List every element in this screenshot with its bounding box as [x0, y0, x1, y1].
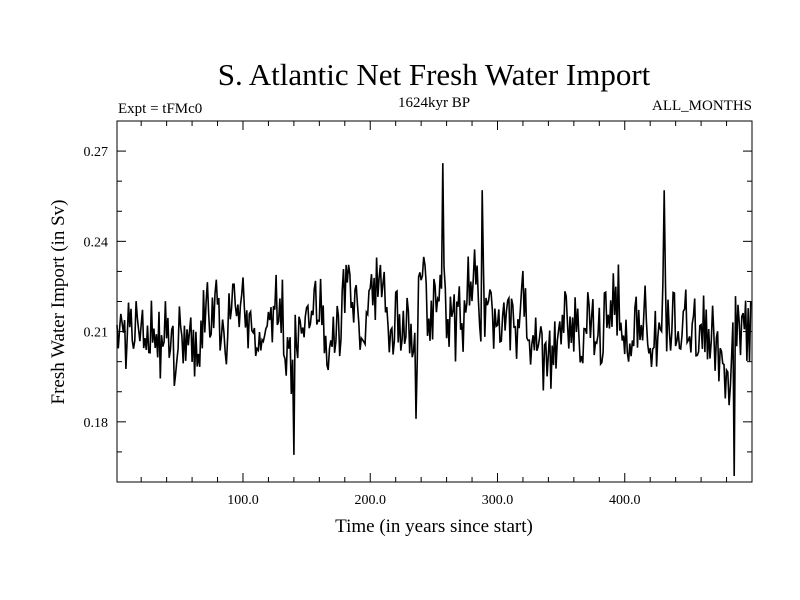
- series-line: [116, 163, 753, 477]
- data-point: [632, 316, 633, 317]
- x-axis-label: Time (in years since start): [335, 516, 533, 537]
- data-point: [237, 298, 238, 299]
- data-point: [651, 346, 652, 347]
- y-tick-label: 0.24: [84, 235, 109, 250]
- y-tick-label: 0.21: [84, 326, 109, 341]
- x-tick-label: 200.0: [354, 493, 386, 508]
- data-point: [435, 316, 436, 317]
- data-point: [129, 337, 130, 338]
- x-tick-label: 100.0: [227, 493, 259, 508]
- data-point: [416, 328, 417, 329]
- data-point: [460, 334, 461, 335]
- period-label: 1624kyr BP: [398, 95, 470, 111]
- data-point: [689, 316, 690, 317]
- data-point: [505, 295, 506, 296]
- data-point: [257, 328, 258, 329]
- data-point: [148, 325, 149, 326]
- y-axis-label: Fresh Water Import (in Sv): [48, 200, 69, 405]
- data-point: [721, 367, 722, 368]
- data-point: [530, 325, 531, 326]
- data-point: [327, 334, 328, 335]
- data-point: [657, 322, 658, 323]
- chart-title: S. Atlantic Net Fresh Water Import: [218, 57, 651, 92]
- x-tick-label: 300.0: [482, 493, 514, 508]
- data-point: [161, 334, 162, 335]
- data-point: [581, 346, 582, 347]
- y-tick-label: 0.27: [84, 145, 109, 160]
- experiment-label: Expt = tFMc0: [118, 101, 202, 117]
- data-point: [670, 313, 671, 314]
- data-point: [250, 334, 251, 335]
- data-point: [715, 331, 716, 332]
- data-point: [568, 310, 569, 311]
- months-label: ALL_MONTHS: [652, 98, 752, 114]
- x-tick-label: 400.0: [609, 493, 641, 508]
- data-point: [664, 307, 665, 308]
- y-tick-label: 0.18: [84, 416, 109, 431]
- data-point: [301, 343, 302, 344]
- data-point: [263, 352, 264, 353]
- data-point: [352, 301, 353, 302]
- data-point: [428, 340, 429, 341]
- data-point: [288, 370, 289, 371]
